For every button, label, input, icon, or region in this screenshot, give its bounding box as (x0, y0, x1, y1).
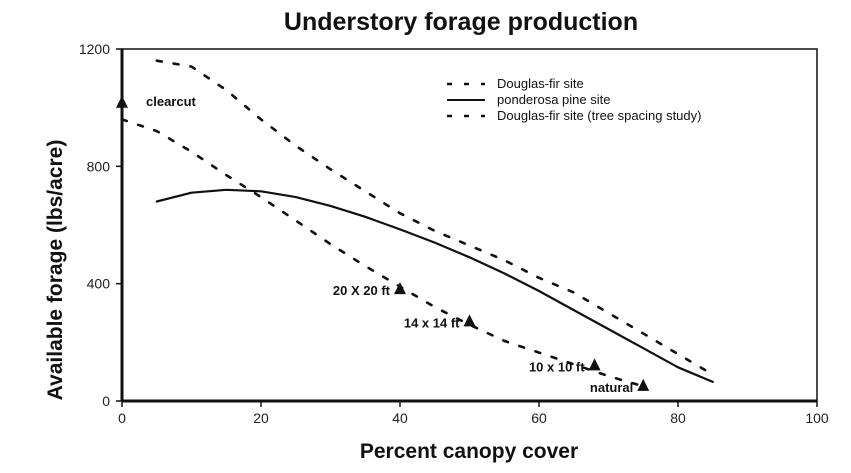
y-axis-label: Available forage (lbs/acre) (44, 140, 67, 401)
series-layer (120, 59, 715, 388)
y-tick-label: 1200 (79, 41, 110, 57)
y-axis-ticks: 0 400 800 1200 (79, 41, 122, 409)
series-line-3 (120, 118, 645, 388)
x-tick-label: 60 (531, 410, 547, 426)
x-axis-label: Percent canopy cover (360, 440, 578, 463)
marker-label: 14 x 14 ft (404, 315, 460, 330)
series-line-1 (155, 59, 715, 376)
y-tick-label: 0 (102, 393, 110, 409)
marker-triangle (637, 378, 650, 391)
legend-label: Douglas-fir site (tree spacing study) (497, 108, 701, 123)
x-tick-label: 40 (392, 410, 408, 426)
x-axis-ticks: 0 20 40 60 80 100 (118, 401, 829, 426)
y-tick-label: 400 (87, 276, 111, 292)
marker-label: 20 X 20 ft (333, 283, 391, 298)
series-line-2 (155, 188, 714, 383)
marker-label: natural (590, 380, 633, 395)
marker-label: 10 x 10 ft (529, 359, 585, 374)
marker-triangle (588, 358, 601, 371)
plot-frame (121, 48, 818, 402)
marker-label: clearcut (146, 94, 197, 109)
x-tick-label: 20 (253, 410, 269, 426)
x-tick-label: 80 (670, 410, 686, 426)
marker-triangle (116, 95, 128, 108)
chart-title: Understory forage production (284, 8, 638, 36)
marker-triangle (394, 282, 406, 295)
marker-triangle (463, 314, 476, 327)
x-tick-label: 0 (118, 410, 126, 426)
y-tick-label: 800 (87, 158, 111, 174)
legend-label: ponderosa pine site (497, 92, 610, 107)
marker-layer: clearcut 20 X 20 ft 14 x 14 ft 10 x 10 ft na… (116, 94, 650, 395)
x-tick-label: 100 (805, 410, 829, 426)
legend-label: Douglas-fir site (497, 76, 584, 91)
